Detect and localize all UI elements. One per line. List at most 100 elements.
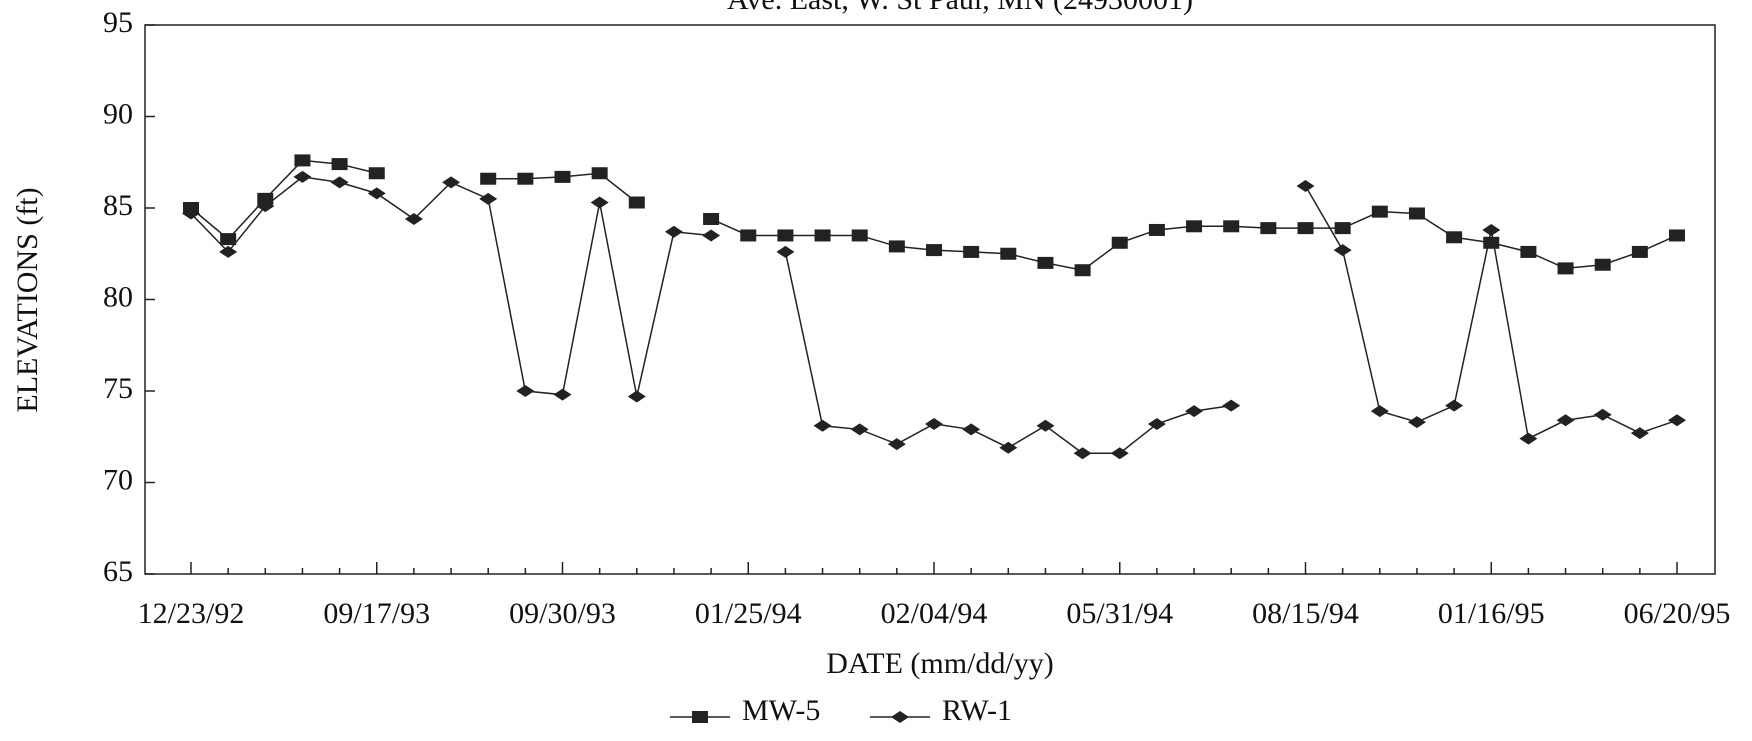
x-tick-label: 05/31/94 <box>1066 597 1173 630</box>
data-point <box>1519 432 1538 445</box>
data-point <box>1631 245 1648 258</box>
x-tick-label: 09/17/93 <box>323 597 430 630</box>
x-tick-label: 06/20/95 <box>1624 597 1731 630</box>
data-point <box>1446 231 1463 244</box>
data-point <box>367 187 386 200</box>
data-point <box>628 196 645 209</box>
chart-title: Ave. East, W. St Paul, MN (24930001) <box>727 0 1193 16</box>
data-point <box>1186 220 1203 233</box>
data-point <box>182 207 200 220</box>
data-point <box>1334 222 1351 235</box>
data-point <box>1483 236 1500 249</box>
data-point <box>1556 414 1575 427</box>
data-point <box>1223 220 1240 233</box>
legend-label: RW-1 <box>942 694 1012 727</box>
data-point <box>1111 236 1128 249</box>
data-point <box>1370 405 1389 418</box>
data-point <box>1371 205 1388 218</box>
data-point <box>219 245 238 258</box>
legend-marker <box>891 711 909 723</box>
data-point <box>1260 222 1277 235</box>
data-point <box>516 385 535 397</box>
data-point <box>1074 264 1091 277</box>
data-point <box>330 176 349 189</box>
data-point <box>1222 399 1241 412</box>
data-point <box>1445 399 1464 412</box>
x-tick-label: 01/25/94 <box>695 597 802 630</box>
data-point <box>627 390 646 403</box>
data-point <box>1147 417 1166 430</box>
data-point <box>368 167 385 180</box>
data-point <box>740 229 757 242</box>
data-point <box>554 170 571 183</box>
data-point <box>294 154 311 167</box>
data-point <box>1669 229 1685 242</box>
data-point <box>442 176 461 189</box>
y-tick-label: 75 <box>103 372 133 405</box>
data-point <box>517 172 534 185</box>
data-point <box>962 423 981 436</box>
data-point <box>1148 223 1165 236</box>
x-tick-label: 08/15/94 <box>1252 597 1359 630</box>
legend-marker <box>692 711 708 723</box>
y-tick-label: 80 <box>103 280 133 313</box>
plot-frame <box>144 24 1716 575</box>
y-tick-label: 85 <box>103 189 133 222</box>
data-point <box>220 233 237 246</box>
x-axis-label: DATE (mm/dd/yy) <box>826 647 1053 680</box>
x-tick-label: 12/23/92 <box>138 597 245 630</box>
data-point <box>776 245 795 258</box>
y-tick-label: 70 <box>103 463 133 496</box>
data-point <box>703 212 720 225</box>
data-point <box>1185 405 1204 418</box>
data-point <box>331 158 348 171</box>
data-point <box>1110 447 1129 460</box>
data-point <box>1593 408 1612 421</box>
x-tick-label: 02/04/94 <box>881 597 988 630</box>
y-tick-label: 90 <box>103 97 133 130</box>
data-point <box>404 212 423 225</box>
data-point <box>813 419 832 432</box>
data-point <box>1037 256 1054 269</box>
data-point <box>1594 258 1611 271</box>
y-axis-label: ELEVATIONS (ft) <box>11 187 44 412</box>
data-point <box>1000 247 1017 260</box>
data-point <box>850 423 869 436</box>
data-point <box>999 441 1018 454</box>
data-point <box>777 229 794 242</box>
data-point <box>257 192 274 205</box>
data-point <box>1482 223 1501 236</box>
legend-label: MW-5 <box>742 694 820 727</box>
data-point <box>1073 447 1092 460</box>
data-point <box>590 196 609 209</box>
data-point <box>479 192 498 205</box>
data-point <box>1520 245 1537 258</box>
data-point <box>1630 427 1649 440</box>
data-point <box>887 438 906 451</box>
data-point <box>963 245 980 258</box>
data-point <box>814 229 831 242</box>
data-point <box>1408 207 1425 220</box>
y-tick-label: 95 <box>103 6 133 39</box>
data-point <box>553 388 572 401</box>
x-tick-label: 01/16/95 <box>1438 597 1545 630</box>
x-tick-label: 09/30/93 <box>509 597 616 630</box>
data-point <box>1036 419 1055 432</box>
data-point <box>1296 180 1315 193</box>
data-point <box>851 229 868 242</box>
data-point <box>888 240 905 253</box>
data-point <box>926 244 942 257</box>
data-point <box>1333 244 1352 257</box>
data-point <box>1668 414 1686 427</box>
data-point <box>591 167 608 180</box>
data-point <box>480 172 497 185</box>
data-point <box>702 229 721 242</box>
data-point <box>293 170 312 183</box>
data-point <box>1407 416 1426 429</box>
data-point <box>925 417 943 430</box>
data-point <box>1297 222 1314 235</box>
data-point <box>1557 262 1574 275</box>
data-point <box>664 225 683 238</box>
y-tick-label: 65 <box>103 555 133 588</box>
